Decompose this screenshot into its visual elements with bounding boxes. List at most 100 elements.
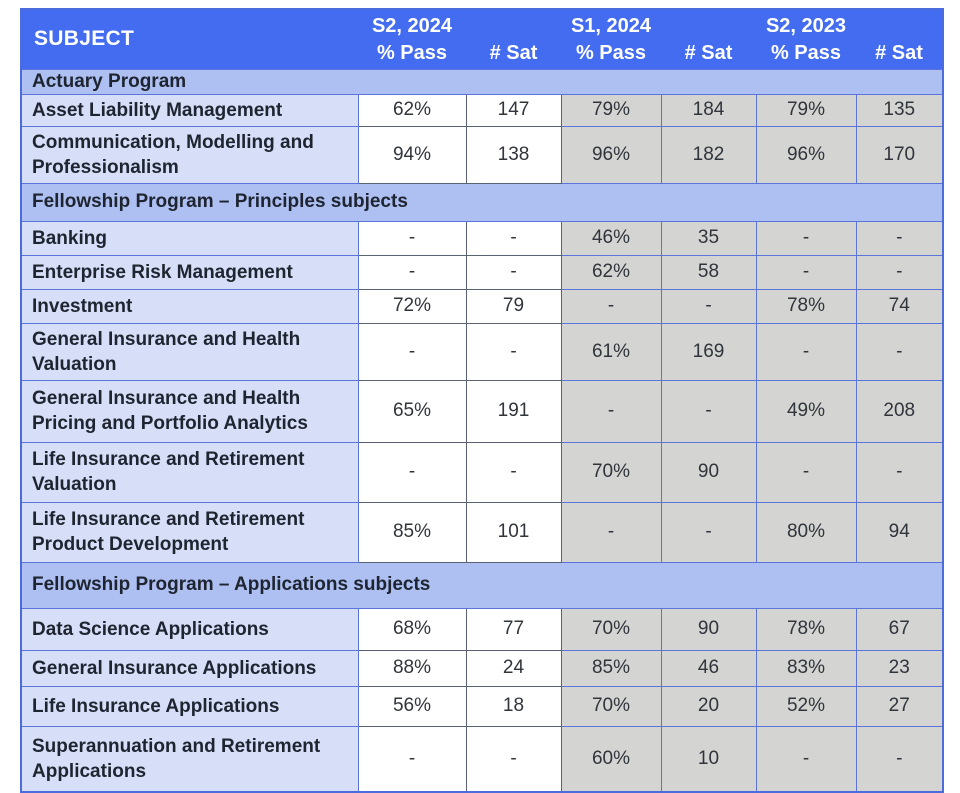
sat-label: # Sat <box>875 42 923 65</box>
value-cell: 90 <box>660 607 757 651</box>
value-cell: 10 <box>660 725 757 793</box>
value-cell: 85% <box>560 649 662 687</box>
value-cell: - <box>465 441 562 503</box>
subject-cell: Superannuation and Retirement Applicatio… <box>20 725 359 793</box>
value-cell: 72% <box>357 288 467 324</box>
subject-cell: Banking <box>20 220 359 256</box>
header-s1-2024-pass: S1, 2024 % Pass <box>561 9 661 69</box>
value-cell: 191 <box>465 379 562 443</box>
table-row: Asset Liability Management 62% 147 79% 184 79… <box>20 93 944 127</box>
value-cell: - <box>755 441 857 503</box>
pass-label: % Pass <box>770 42 842 65</box>
value-cell: 138 <box>465 125 562 184</box>
value-cell: - <box>357 220 467 256</box>
value-cell: 70% <box>560 607 662 651</box>
table-row: Communication, Modelling and Professiona… <box>20 125 944 184</box>
value-cell: 49% <box>755 379 857 443</box>
table-header: SUBJECT S2, 2024 % Pass # Sat S1, 2024 %… <box>21 9 943 69</box>
value-cell: 79% <box>560 93 662 127</box>
value-cell: - <box>357 322 467 381</box>
value-cell: - <box>755 725 857 793</box>
value-cell: - <box>755 254 857 290</box>
value-cell: 90 <box>660 441 757 503</box>
subject-cell: Enterprise Risk Management <box>20 254 359 290</box>
value-cell: - <box>560 379 662 443</box>
value-cell: - <box>660 379 757 443</box>
value-cell: 18 <box>465 685 562 727</box>
table-row: General Insurance Applications 88% 24 85% 46… <box>20 649 944 687</box>
value-cell: 77 <box>465 607 562 651</box>
value-cell: - <box>855 441 944 503</box>
value-cell: 58 <box>660 254 757 290</box>
value-cell: - <box>357 725 467 793</box>
value-cell: - <box>855 220 944 256</box>
value-cell: - <box>465 254 562 290</box>
value-cell: - <box>660 501 757 563</box>
sat-label: # Sat <box>489 42 538 65</box>
value-cell: 27 <box>855 685 944 727</box>
pass-label: % Pass <box>575 42 647 65</box>
section-title: Fellowship Program – Principles subjects <box>20 182 944 222</box>
value-cell: 101 <box>465 501 562 563</box>
value-cell: 60% <box>560 725 662 793</box>
session-label-s1-2024: S1, 2024 <box>570 15 652 38</box>
value-cell: - <box>465 322 562 381</box>
value-cell: 80% <box>755 501 857 563</box>
value-cell: 35 <box>660 220 757 256</box>
header-s2-2023-sat: # Sat <box>856 9 943 69</box>
value-cell: 96% <box>560 125 662 184</box>
subject-cell: Life Insurance and Retirement Product De… <box>20 501 359 563</box>
value-cell: 70% <box>560 441 662 503</box>
value-cell: 68% <box>357 607 467 651</box>
value-cell: 20 <box>660 685 757 727</box>
value-cell: 70% <box>560 685 662 727</box>
value-cell: 96% <box>755 125 857 184</box>
value-cell: - <box>755 322 857 381</box>
value-cell: 182 <box>660 125 757 184</box>
value-cell: - <box>357 441 467 503</box>
table-row: Enterprise Risk Management - -62% 58- - <box>20 254 944 290</box>
value-cell: 83% <box>755 649 857 687</box>
value-cell: 78% <box>755 607 857 651</box>
header-s2-2023-pass: S2, 2023 % Pass <box>756 9 856 69</box>
table-row: General Insurance and Health Pricing and… <box>20 379 944 443</box>
table-row: General Insurance and Health Valuation - -… <box>20 322 944 381</box>
value-cell: - <box>465 725 562 793</box>
exam-results-table: SUBJECT S2, 2024 % Pass # Sat S1, 2024 %… <box>20 8 944 793</box>
value-cell: - <box>560 501 662 563</box>
value-cell: 184 <box>660 93 757 127</box>
table-row: Investment 72% 79- -78% 74 <box>20 288 944 324</box>
subject-cell: General Insurance and Health Valuation <box>20 322 359 381</box>
section-title: Actuary Program <box>20 68 944 95</box>
table-row: Banking - -46% 35- - <box>20 220 944 256</box>
value-cell: 85% <box>357 501 467 563</box>
value-cell: - <box>660 288 757 324</box>
subject-cell: Communication, Modelling and Professiona… <box>20 125 359 184</box>
value-cell: 135 <box>855 93 944 127</box>
subject-cell: Data Science Applications <box>20 607 359 651</box>
section-header-row: Fellowship Program – Applications subjec… <box>20 561 944 609</box>
value-cell: 56% <box>357 685 467 727</box>
value-cell: 46 <box>660 649 757 687</box>
value-cell: - <box>357 254 467 290</box>
value-cell: 94% <box>357 125 467 184</box>
value-cell: 52% <box>755 685 857 727</box>
value-cell: - <box>855 254 944 290</box>
value-cell: 94 <box>855 501 944 563</box>
section-header-row: Fellowship Program – Principles subjects <box>20 182 944 222</box>
session-label-s2-2024: S2, 2024 <box>371 15 453 38</box>
value-cell: - <box>855 725 944 793</box>
value-cell: 46% <box>560 220 662 256</box>
table-row: Data Science Applications 68% 77 70% 90 78% 67 <box>20 607 944 651</box>
value-cell: - <box>755 220 857 256</box>
subject-cell: General Insurance and Health Pricing and… <box>20 379 359 443</box>
subject-cell: Asset Liability Management <box>20 93 359 127</box>
header-row: SUBJECT S2, 2024 % Pass # Sat S1, 2024 %… <box>21 9 943 69</box>
value-cell: 62% <box>357 93 467 127</box>
value-cell: 67 <box>855 607 944 651</box>
value-cell: - <box>855 322 944 381</box>
table-row: Life Insurance and Retirement Valuation -… <box>20 441 944 503</box>
results-table-container: SUBJECT S2, 2024 % Pass # Sat S1, 2024 %… <box>20 8 944 793</box>
table-row: Life Insurance and Retirement Product De… <box>20 501 944 563</box>
value-cell: 24 <box>465 649 562 687</box>
